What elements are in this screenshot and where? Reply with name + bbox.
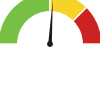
- Wedge shape: [50, 0, 87, 21]
- Wedge shape: [73, 7, 100, 44]
- Wedge shape: [0, 0, 50, 44]
- Circle shape: [48, 42, 52, 46]
- Polygon shape: [48, 0, 53, 44]
